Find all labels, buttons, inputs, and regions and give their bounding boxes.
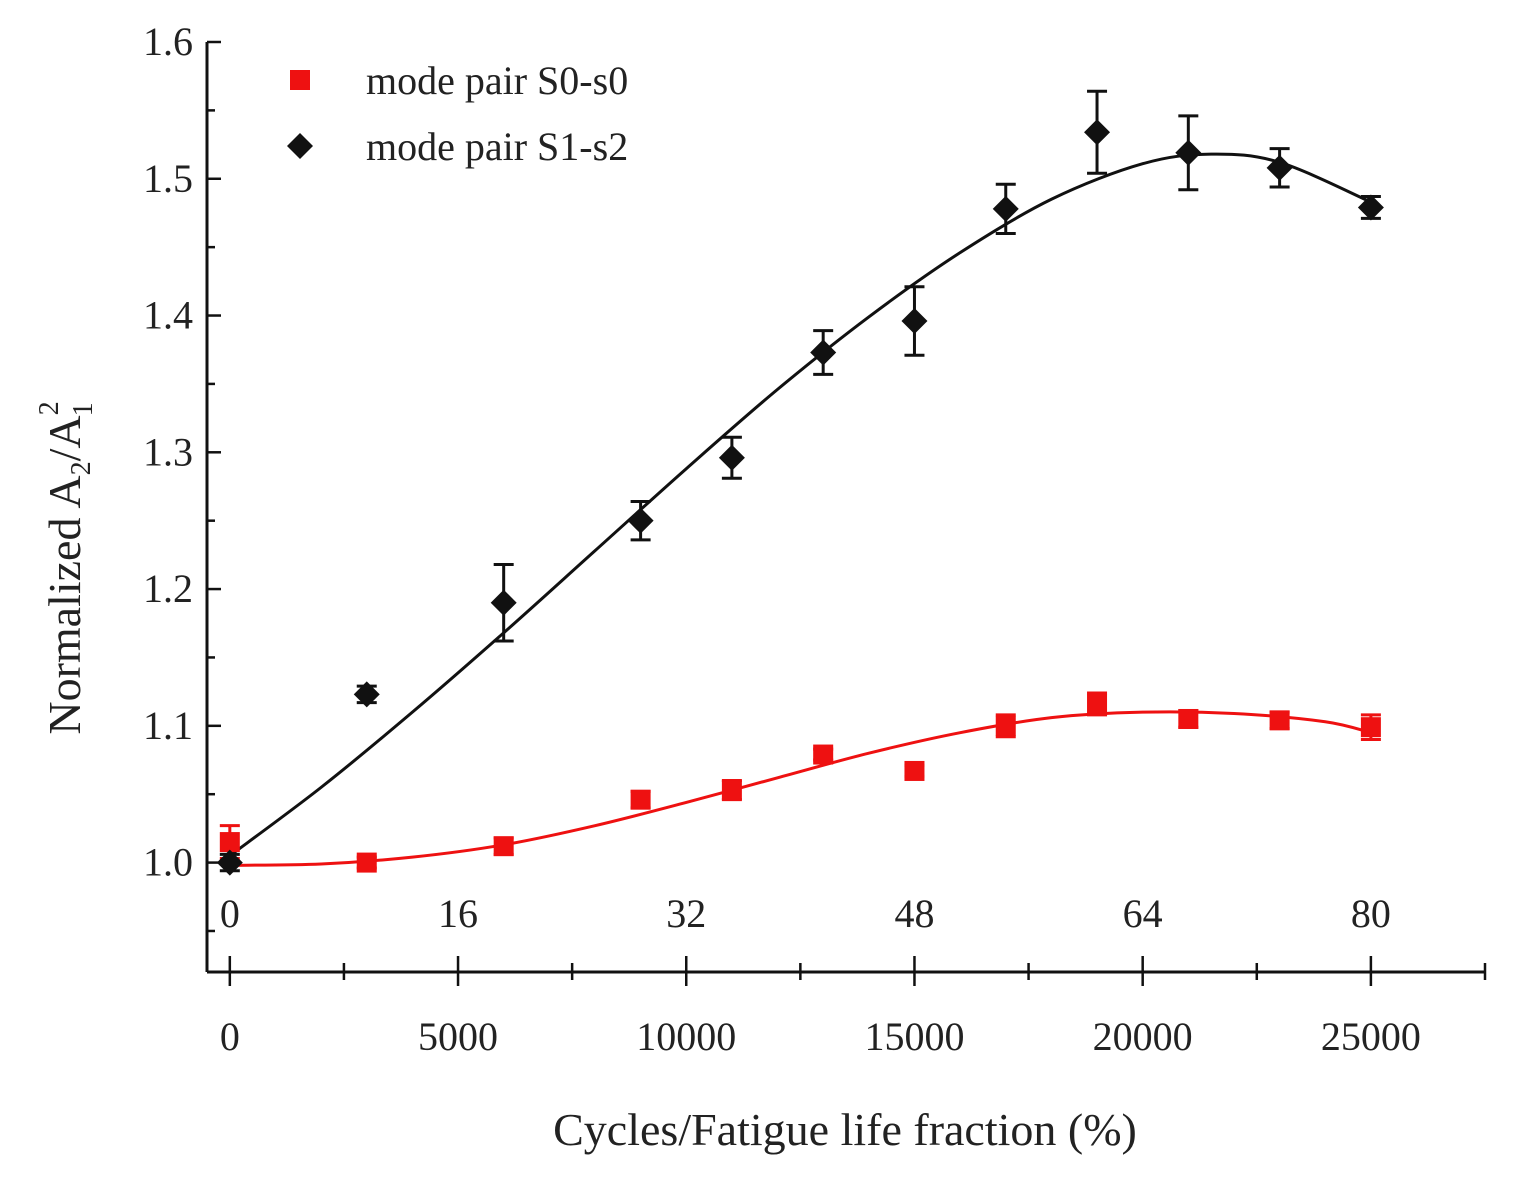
y-tick-label: 1.3 — [143, 429, 193, 474]
x2-tick-label: 48 — [894, 891, 934, 936]
axes-group: 1.0 1.1 1.2 1.3 1.4 1.5 1.6 0 5000 10000 15000 2000… — [143, 19, 1487, 1059]
x-tick-label: 20000 — [1093, 1014, 1193, 1059]
x-axis-title: Cycles/Fatigue life fraction (%) — [553, 1104, 1137, 1155]
y-tick-label: 1.4 — [143, 293, 193, 338]
data-point-square — [1087, 693, 1108, 714]
y-axis-title: Normalized A2/A2 1 — [34, 401, 99, 734]
x-tick-label: 0 — [220, 1014, 240, 1059]
legend: mode pair S0-s0 mode pair S1-s2 — [287, 58, 628, 169]
data-points-group — [216, 119, 1384, 876]
y-axis-title-sup: 2 — [34, 401, 65, 415]
x2-tick-label: 16 — [438, 891, 478, 936]
data-point-diamond — [810, 339, 837, 366]
x2-tick-label: 64 — [1123, 891, 1163, 936]
legend-entry-label: mode pair S1-s2 — [366, 124, 628, 169]
data-point-diamond — [353, 681, 380, 708]
data-point-square — [721, 780, 742, 801]
y-tick-label: 1.5 — [143, 156, 193, 201]
y-axis-title-sub2: 1 — [68, 402, 99, 416]
legend-entry-label: mode pair S0-s0 — [366, 58, 628, 103]
error-bars-group — [219, 89, 1381, 873]
y-axis-title-base: Normalized A — [39, 475, 90, 734]
data-point-diamond — [1084, 119, 1111, 146]
axis-labels-group: Cycles/Fatigue life fraction (%) Normaliz… — [34, 401, 1137, 1155]
data-point-square — [219, 832, 240, 853]
data-point-diamond — [1175, 139, 1202, 166]
data-point-diamond — [627, 507, 654, 534]
x-tick-label: 15000 — [864, 1014, 964, 1059]
x2-tick-label: 0 — [220, 891, 240, 936]
data-point-diamond — [992, 195, 1019, 222]
x2-tick-label: 32 — [666, 891, 706, 936]
data-point-square — [630, 789, 651, 810]
data-point-diamond — [1266, 154, 1293, 181]
data-point-square — [1178, 708, 1199, 729]
data-point-diamond — [901, 308, 928, 334]
data-point-diamond — [490, 589, 517, 616]
x2-tick-label: 80 — [1351, 891, 1391, 936]
legend-marker-square — [290, 70, 310, 90]
data-point-square — [493, 836, 514, 857]
fit-curve-series-2 — [228, 152, 1372, 857]
y-tick-label: 1.6 — [143, 19, 193, 64]
data-point-square — [1269, 710, 1290, 731]
data-point-diamond — [1357, 194, 1384, 221]
fit-curve-series-1 — [229, 710, 1372, 867]
data-point-square — [1360, 717, 1381, 738]
y-tick-label: 1.1 — [143, 703, 193, 748]
x-tick-label: 25000 — [1321, 1014, 1421, 1059]
fit-curves-group — [228, 152, 1372, 867]
data-point-diamond — [216, 849, 243, 876]
x-tick-label: 10000 — [636, 1014, 736, 1059]
y-tick-label: 1.0 — [143, 840, 193, 885]
y-tick-label: 1.2 — [143, 566, 193, 611]
data-point-square — [904, 760, 925, 781]
y-axis-title-sub1: 2 — [66, 461, 97, 475]
x-tick-label: 5000 — [418, 1014, 498, 1059]
legend-marker-diamond — [287, 133, 313, 159]
y-axis-title-slash: /A — [39, 415, 90, 461]
data-point-square — [995, 715, 1016, 736]
data-point-square — [356, 852, 377, 873]
data-point-square — [813, 744, 834, 765]
data-point-diamond — [718, 444, 745, 471]
